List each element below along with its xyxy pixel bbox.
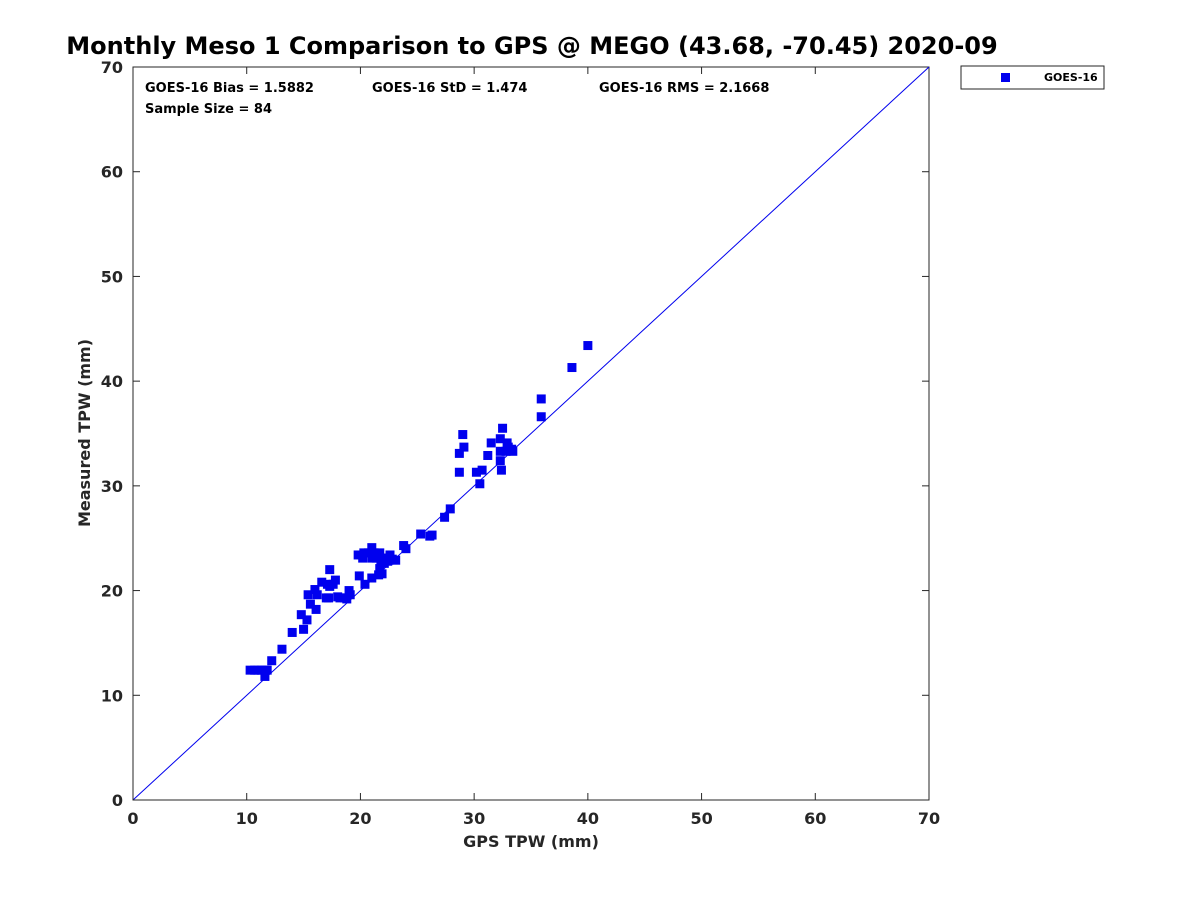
bias-annotation: GOES-16 Bias = 1.5882 [145,81,314,96]
x-tick-label: 40 [577,809,599,828]
legend-box [960,65,1105,90]
x-tick-label: 60 [804,809,826,828]
data-point [296,610,306,620]
y-axis-ticks: 0 10 20 30 40 50 60 70 [101,58,929,810]
data-point [260,671,270,681]
data-point [303,590,313,600]
data-point [567,363,577,373]
data-point [287,627,297,637]
data-point [458,430,468,440]
data-point [377,569,387,579]
data-point [391,555,401,565]
x-axis-ticks: 0 10 20 30 40 50 60 70 [127,67,940,828]
data-point [583,341,593,351]
legend-label-goes16: GOES-16 [1044,71,1098,84]
data-point [536,394,546,404]
y-tick-label: 30 [101,477,123,496]
data-point [508,446,518,456]
x-tick-label: 0 [127,809,138,828]
x-tick-label: 70 [918,809,940,828]
y-tick-label: 20 [101,582,123,601]
x-tick-label: 50 [690,809,712,828]
data-point [471,467,481,477]
data-point [445,504,455,514]
data-point [371,553,381,563]
data-point [495,434,505,444]
data-point [330,575,340,585]
data-point [477,465,487,475]
data-point [353,550,363,560]
data-point [358,553,368,563]
data-point [459,442,469,452]
data-point [345,590,355,600]
data-point [498,423,508,433]
data-point [427,530,437,540]
sample-size-annotation: Sample Size = 84 [145,102,272,117]
y-tick-label: 60 [101,163,123,182]
data-point [454,467,464,477]
data-point [359,548,369,558]
data-point [367,553,377,563]
data-point [363,548,373,558]
data-point [245,665,255,675]
y-tick-label: 40 [101,372,123,391]
data-point [454,448,464,458]
data-point [267,656,277,666]
data-point [483,450,493,460]
data-point [311,604,321,614]
legend: GOES-16 [960,65,1105,90]
data-point [536,412,546,422]
data-point [475,479,485,489]
data-points [245,341,593,681]
rms-annotation: GOES-16 RMS = 2.1668 [599,81,769,96]
data-point [302,615,312,625]
std-annotation: GOES-16 StD = 1.474 [372,81,527,96]
y-axis-label: Measured TPW (mm) [75,339,94,527]
y-tick-label: 50 [101,267,123,286]
data-point [335,593,345,603]
data-point [496,465,506,475]
data-point [310,585,320,595]
data-point [486,438,496,448]
data-point [401,544,411,554]
data-point [440,512,450,522]
data-point [312,590,322,600]
x-tick-label: 10 [236,809,258,828]
data-point [354,571,364,581]
data-point [495,456,505,466]
data-point [367,543,377,553]
data-point [324,593,334,603]
data-point [375,548,385,558]
data-point [325,565,335,575]
data-point [369,548,379,558]
x-tick-label: 30 [463,809,485,828]
data-point [416,529,426,539]
chart-title: Monthly Meso 1 Comparison to GPS @ MEGO … [66,32,997,60]
legend-marker-goes16 [1001,73,1010,82]
data-point [375,564,385,574]
data-point [367,573,377,583]
y-tick-label: 10 [101,686,123,705]
data-point [299,624,309,634]
data-point [360,579,370,589]
x-tick-label: 20 [349,809,371,828]
y-tick-label: 70 [101,58,123,77]
y-tick-label: 0 [112,791,123,810]
data-point [495,446,505,456]
data-point [305,599,315,609]
data-point [277,644,287,654]
data-point [262,665,272,675]
data-point [317,577,327,587]
x-axis-label: GPS TPW (mm) [463,832,599,851]
